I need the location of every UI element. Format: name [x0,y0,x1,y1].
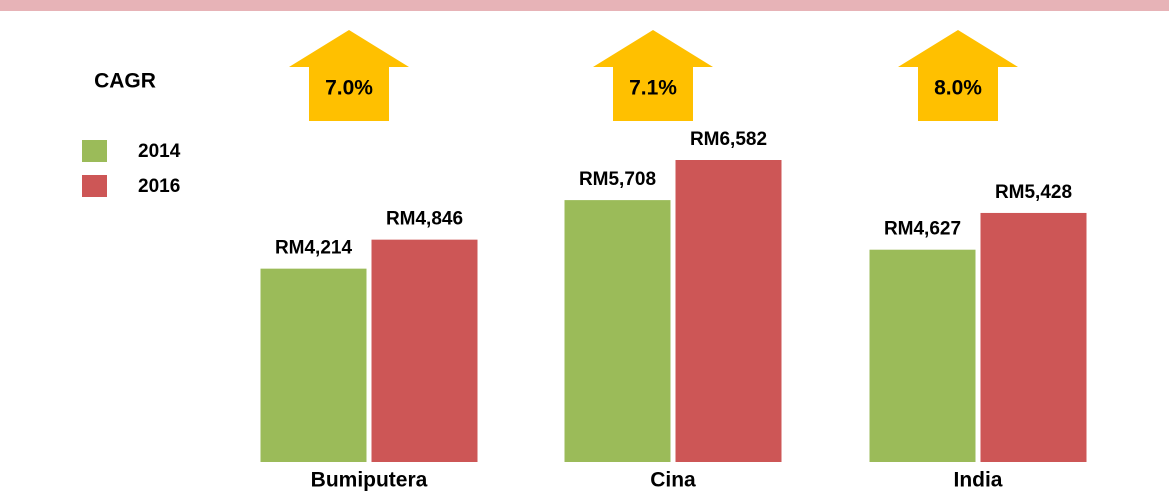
bar [564,200,671,462]
legend-swatch [82,175,107,197]
cagr-label: CAGR [94,70,156,93]
value-label: RM6,582 [690,129,767,150]
cagr-value: 7.0% [325,77,373,100]
value-label: RM4,214 [275,238,353,259]
cagr-arrow [289,30,409,121]
legend-swatch [82,140,107,162]
value-label: RM4,846 [386,209,463,230]
value-label: RM5,708 [579,169,656,190]
legend-label: 2016 [138,176,180,197]
cagr-value: 7.1% [629,77,677,100]
bar [980,212,1087,462]
category-label: India [953,469,1002,492]
bar [869,249,976,462]
value-label: RM5,428 [995,182,1072,203]
category-label: Cina [650,469,696,492]
cagr-arrow [898,30,1018,121]
category-label: Bumiputera [311,469,428,492]
cagr-arrow [593,30,713,121]
legend-label: 2014 [138,141,181,162]
bar [260,268,367,462]
bar [675,160,782,462]
value-label: RM4,627 [884,219,961,240]
bar [371,239,478,462]
top-band [0,0,1169,11]
cagr-value: 8.0% [934,77,982,100]
